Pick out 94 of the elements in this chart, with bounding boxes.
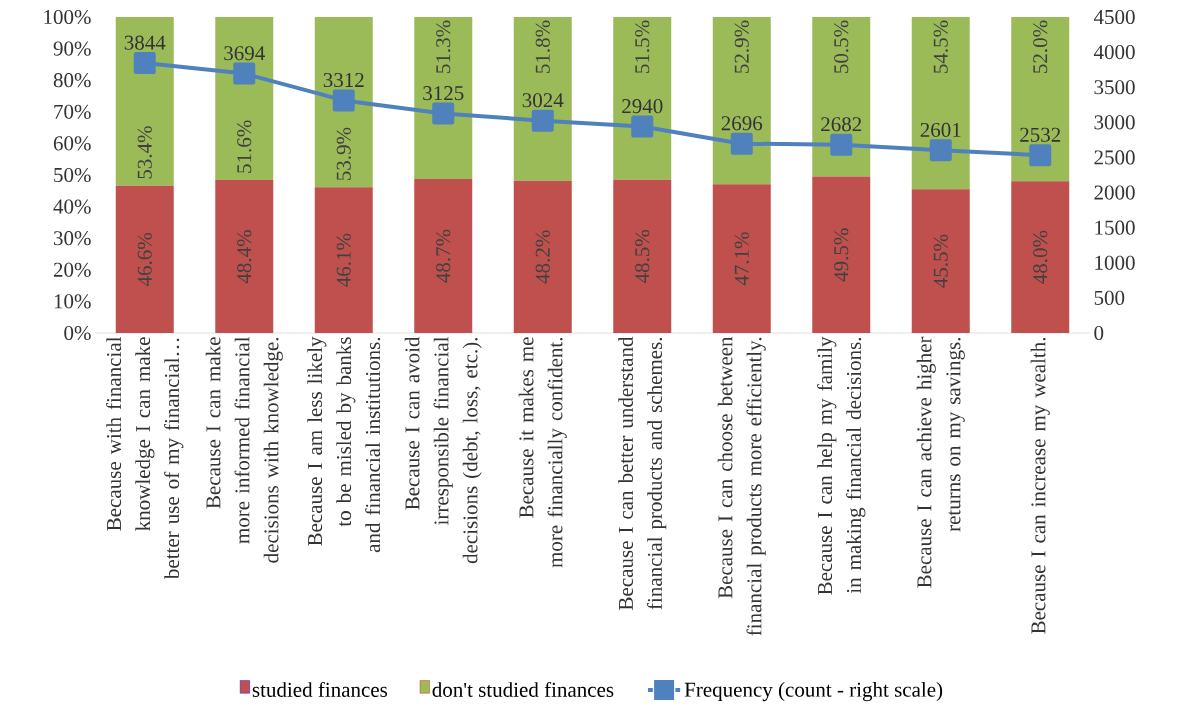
- bar: [812, 176, 871, 333]
- point: [830, 133, 853, 156]
- legend-label: Frequency (count - right scale): [684, 682, 943, 702]
- data-label: 46.1%: [336, 233, 351, 287]
- data-label: 49.5%: [834, 228, 849, 282]
- x-tick-label: Because I can better understand financial products and schemes.: [618, 336, 667, 610]
- y2-tick-label: 1500: [1095, 220, 1135, 235]
- bar: [513, 17, 572, 181]
- y-tick-label: 100%: [44, 9, 91, 25]
- data-label: 48.2%: [535, 230, 550, 284]
- point: [233, 62, 256, 85]
- data-label: 52.9%: [734, 20, 749, 73]
- data-label: 51.5%: [635, 20, 650, 73]
- y-tick-label: 90%: [53, 41, 91, 56]
- bar: [414, 17, 473, 180]
- y-tick-label: 40%: [53, 199, 91, 214]
- legend-label: don't studied finances: [432, 681, 614, 697]
- point: [631, 115, 654, 138]
- data-label: 48.4%: [237, 230, 252, 284]
- data-label: 50.5%: [834, 20, 849, 73]
- y2-tick-label: 1000: [1095, 255, 1135, 270]
- y-tick-label: 80%: [53, 73, 91, 88]
- bar: [712, 17, 771, 185]
- data-label: 2601: [920, 122, 961, 138]
- y2-tick-label: 0: [1094, 325, 1104, 341]
- data-label: 3312: [323, 72, 364, 88]
- data-label: 3024: [522, 93, 564, 108]
- bar: [215, 180, 274, 333]
- bar: [712, 184, 771, 333]
- point: [133, 52, 156, 75]
- data-label: 45.5%: [933, 234, 948, 288]
- data-label: 3844: [124, 35, 166, 50]
- x-tick-label: Because it makes me more financially confident.: [518, 337, 567, 568]
- x-tick-label: Because I can help my family in making financial decisions.: [817, 336, 866, 595]
- point: [332, 89, 355, 112]
- bar: [911, 189, 970, 333]
- x-tick-label: Because I can avoid irresponsible financial decisions (debt, loss, etc.).: [404, 336, 482, 564]
- data-label: 47.1%: [734, 232, 749, 286]
- data-label: 2682: [821, 117, 862, 132]
- data-label: 51.6%: [237, 120, 252, 173]
- y2-tick-label: 500: [1094, 290, 1125, 305]
- point: [432, 102, 455, 125]
- data-label: 48.7%: [436, 229, 451, 283]
- x-tick-label: Because I can achieve higher returns on my savings.: [916, 336, 965, 588]
- y2-tick-label: 2000: [1094, 185, 1135, 200]
- bar: [414, 179, 473, 333]
- bar: [613, 179, 672, 333]
- bar: [1011, 181, 1070, 333]
- bar: [314, 17, 373, 188]
- bar: [613, 17, 672, 180]
- y-tick-label: 20%: [53, 262, 91, 277]
- data-label: 48.5%: [635, 229, 650, 284]
- bar: [1011, 17, 1070, 182]
- y2-tick-label: 3000: [1094, 115, 1135, 130]
- data-label: 52.0%: [1033, 20, 1048, 73]
- y-tick-label: 60%: [53, 136, 91, 151]
- data-label: 48.0%: [1033, 230, 1048, 284]
- data-label: 46.6%: [137, 232, 152, 287]
- bar: [911, 17, 970, 190]
- point: [929, 139, 952, 162]
- y2-tick-label: 2500: [1094, 150, 1135, 165]
- bar: [513, 180, 572, 333]
- data-label: 53.4%: [137, 126, 152, 179]
- bar: [115, 185, 174, 333]
- point: [730, 132, 753, 155]
- data-label: 51.3%: [436, 20, 451, 73]
- data-label: 3125: [423, 86, 464, 101]
- point: [1029, 144, 1052, 167]
- y-tick-label: 10%: [54, 294, 91, 309]
- data-label: 2940: [622, 99, 663, 114]
- y-tick-label: 0%: [64, 325, 91, 341]
- data-label: 2532: [1020, 127, 1061, 142]
- data-label: 2696: [721, 116, 763, 131]
- data-label: 3694: [224, 46, 265, 61]
- legend-label: studied finances: [252, 681, 388, 697]
- x-tick-label: Because I am less likely to be misled by banks and financial institutions.: [307, 336, 381, 553]
- data-label: 54.5%: [933, 20, 948, 73]
- data-label: 53.9%: [336, 127, 351, 181]
- x-tick-label: Because I can make more informed financial decisions with knowledge.: [205, 336, 283, 563]
- y-tick-label: 70%: [54, 104, 91, 119]
- bar: [115, 17, 174, 186]
- bar: [812, 17, 871, 177]
- data-label: 51.8%: [535, 20, 550, 73]
- x-tick-label: Because I can choose between financial products more efficiently.: [717, 336, 766, 636]
- x-tick-label: Because I can increase my wealth.: [1030, 337, 1050, 634]
- y2-tick-label: 4500: [1093, 9, 1135, 25]
- y-tick-label: 30%: [53, 231, 91, 246]
- x-tick-label: Because with financial knowledge I can make better use of my financial…: [106, 336, 184, 580]
- point: [531, 109, 554, 132]
- bar: [215, 17, 274, 181]
- y2-tick-label: 4000: [1093, 45, 1135, 60]
- bar: [314, 187, 373, 333]
- y-tick-label: 50%: [54, 167, 91, 183]
- y2-tick-label: 3500: [1094, 80, 1135, 95]
